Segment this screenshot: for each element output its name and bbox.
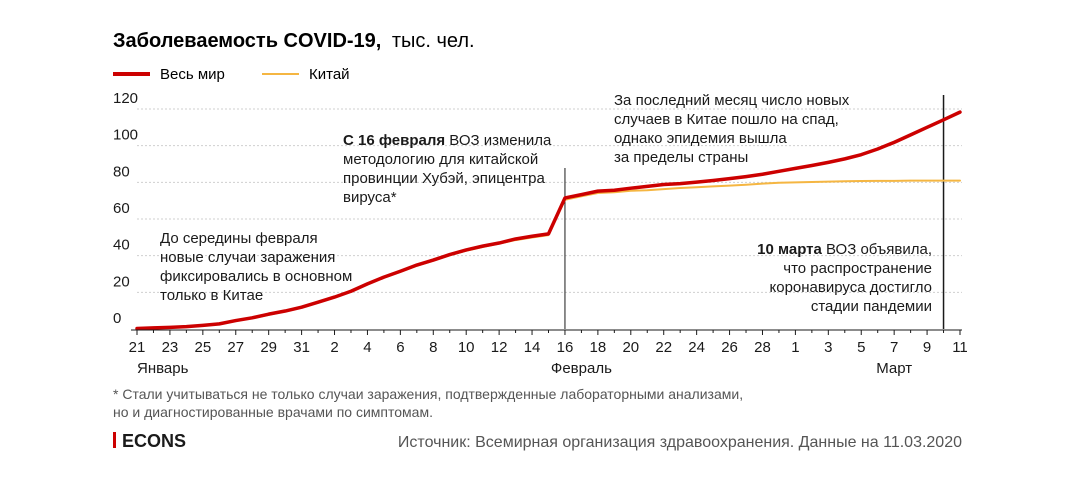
annotation-feb-16: С 16 февраля ВОЗ изменила методологию дл…: [343, 132, 552, 206]
footnote-line-2: но и диагностированные врачами по симпто…: [113, 404, 433, 420]
annotation-mar-10-bold: 10 марта: [757, 241, 822, 258]
annotation-mid-feb-line-2: новые случаи заражения: [160, 249, 335, 266]
annotation-mid-feb-line-4: только в Китае: [160, 287, 263, 304]
annotation-mar-10: 10 марта ВОЗ объявила, что распространен…: [757, 241, 932, 315]
month-label: Февраль: [551, 360, 612, 377]
x-tick-label: 24: [688, 339, 705, 356]
y-tick-label: 20: [113, 273, 130, 290]
x-tick-label: 21: [129, 339, 146, 356]
y-axis-ticks: 0 20 40 60 80 100 120: [113, 90, 138, 327]
x-tick-label: 27: [227, 339, 244, 356]
annotation-feb-16-line-1: С 16 февраля ВОЗ изменила: [343, 132, 552, 149]
footnote-line-1: * Стали учитываться не только случаи зар…: [113, 386, 743, 402]
annotation-last-month: За последний месяц число новых случаев в…: [614, 92, 850, 166]
chart-title-main: Заболеваемость COVID-19,: [113, 30, 381, 52]
x-tick-label: 23: [162, 339, 179, 356]
x-tick-label: 8: [429, 339, 437, 356]
grid: [137, 108, 962, 293]
x-tick-label: 9: [923, 339, 931, 356]
x-tick-label: 4: [363, 339, 371, 356]
x-axis: [131, 329, 962, 335]
x-tick-label: 20: [622, 339, 639, 356]
x-tick-label: 1: [791, 339, 799, 356]
x-tick-label: 11: [952, 339, 968, 356]
annotation-feb-16-line-4: вируса*: [343, 189, 397, 206]
x-axis-ticks: 21 23 25 27 29 31 2 4 6 8 10 12 14 16 18 20 22 24 26 28 1 3 5 7…: [129, 339, 968, 356]
month-labels: Январь Февраль Март: [137, 360, 912, 377]
x-tick-label: 26: [721, 339, 738, 356]
x-tick-label: 2: [330, 339, 338, 356]
x-tick-label: 29: [260, 339, 277, 356]
x-tick-label: 3: [824, 339, 832, 356]
source-note: Источник: Всемирная организация здравоох…: [398, 434, 962, 451]
annotation-last-month-line-2: случаев в Китае пошло на спад,: [614, 111, 839, 128]
x-tick-label: 28: [754, 339, 771, 356]
legend-label-world: Весь мир: [160, 66, 225, 83]
x-tick-label: 6: [396, 339, 404, 356]
month-label: Март: [876, 360, 912, 377]
legend-label-china: Китай: [309, 66, 350, 83]
annotation-mar-10-rest: ВОЗ объявила,: [822, 241, 932, 258]
series-lines: [135, 110, 962, 331]
x-tick-label: 18: [590, 339, 607, 356]
event-markers: [564, 95, 945, 329]
y-tick-label: 60: [113, 200, 130, 217]
annotation-feb-16-line-3: провинции Хубэй, эпицентра: [343, 170, 546, 187]
x-tick-label: 7: [890, 339, 898, 356]
legend: Весь мир Китай: [113, 66, 350, 83]
chart-title-unit: тыс. чел.: [392, 30, 475, 52]
y-tick-label: 120: [113, 90, 138, 107]
annotation-mar-10-line-1: 10 марта ВОЗ объявила,: [757, 241, 932, 258]
y-tick-label: 0: [113, 310, 121, 327]
logo: ECONS: [122, 431, 186, 451]
annotation-feb-16-line-2: методологию для китайской: [343, 151, 538, 168]
x-tick-label: 25: [194, 339, 211, 356]
x-tick-label: 31: [293, 339, 310, 356]
y-tick-label: 100: [113, 127, 138, 144]
x-tick-label: 16: [557, 339, 574, 356]
month-label: Январь: [137, 360, 189, 377]
x-tick-label: 5: [857, 339, 865, 356]
x-tick-label: 22: [655, 339, 672, 356]
annotation-last-month-line-3: однако эпидемия вышла: [614, 130, 787, 147]
annotation-mid-feb-line-3: фиксировались в основном: [160, 268, 352, 285]
x-tick-label: 12: [491, 339, 508, 356]
annotation-mar-10-line-2: что распространение: [783, 260, 932, 277]
x-tick-label: 14: [524, 339, 541, 356]
logo-bar: [113, 432, 116, 448]
x-tick-label: 10: [458, 339, 475, 356]
series-line-world: [135, 110, 962, 331]
chart-title: Заболеваемость COVID-19, тыс. чел.: [113, 30, 475, 52]
annotation-feb-16-rest: ВОЗ изменила: [445, 132, 552, 149]
y-tick-label: 80: [113, 163, 130, 180]
annotation-mid-feb: До середины февраля новые случаи заражен…: [160, 230, 352, 304]
annotation-mar-10-line-4: стадии пандемии: [811, 298, 932, 315]
y-tick-label: 40: [113, 237, 130, 254]
annotation-mid-feb-line-1: До середины февраля: [160, 230, 318, 247]
annotation-feb-16-bold: С 16 февраля: [343, 132, 445, 149]
annotation-last-month-line-1: За последний месяц число новых: [614, 92, 850, 109]
annotation-last-month-line-4: за пределы страны: [614, 149, 748, 166]
annotation-mar-10-line-3: коронавируса достигло: [770, 279, 933, 296]
